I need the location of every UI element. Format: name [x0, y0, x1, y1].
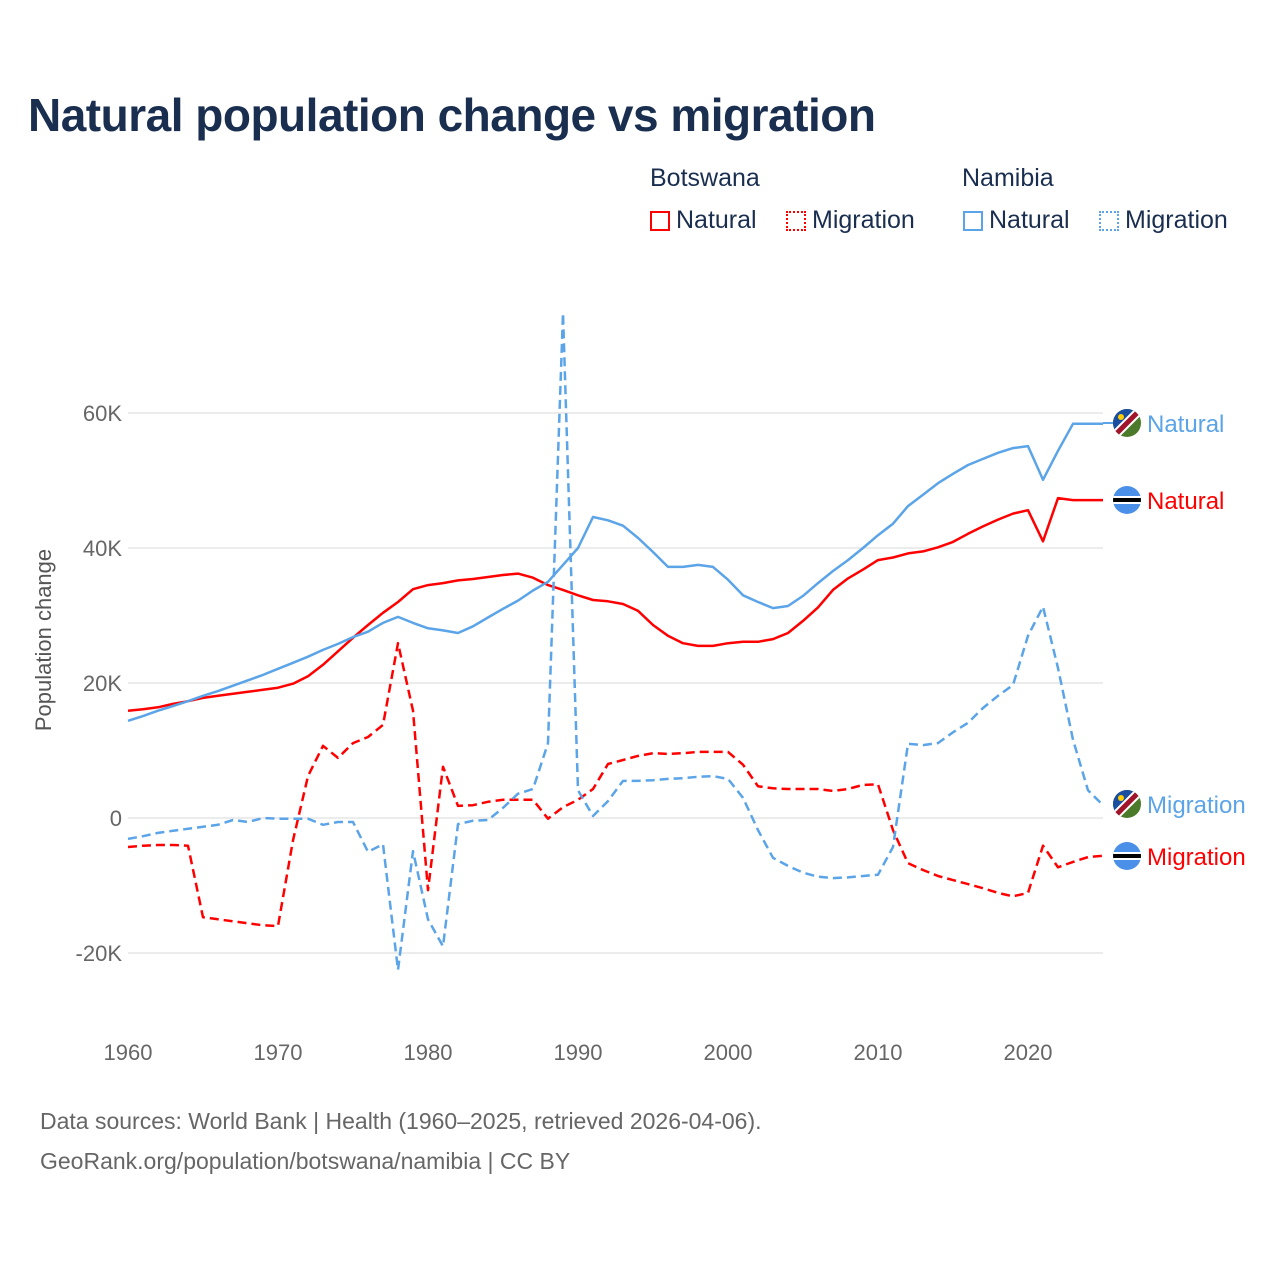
namibia-flag-icon — [1113, 790, 1141, 818]
botswana-flag-icon — [1113, 486, 1141, 514]
x-tick-label: 1990 — [554, 1040, 603, 1065]
legend-swatch-solid-blue — [963, 210, 983, 231]
legend-label: Natural — [676, 206, 757, 234]
legend-namibia-migration[interactable]: Migration — [1099, 206, 1228, 235]
legend-swatch-solid-red — [650, 210, 670, 231]
end-label-namibia-migration: Migration — [1147, 792, 1246, 819]
botswana-flag-icon — [1113, 842, 1141, 870]
legend-label: Migration — [1125, 206, 1228, 234]
legend-label: Migration — [812, 206, 915, 234]
y-tick-label: -20K — [76, 941, 123, 966]
y-tick-label: 40K — [83, 536, 122, 561]
chart-title: Natural population change vs migration — [28, 89, 876, 141]
end-label-botswana-natural: Natural — [1147, 488, 1224, 515]
series-line-botswana-migration — [127, 641, 1104, 928]
x-tick-label: 2000 — [704, 1040, 753, 1065]
legend-botswana-migration[interactable]: Migration — [786, 206, 915, 235]
namibia-flag-icon — [1113, 409, 1141, 437]
x-tick-label: 2020 — [1004, 1040, 1053, 1065]
legend-botswana-natural[interactable]: Natural — [650, 206, 757, 235]
series-line-namibia-natural — [127, 422, 1103, 722]
x-tick-label: 1980 — [404, 1040, 453, 1065]
legend-group-namibia: Namibia — [962, 164, 1054, 192]
x-tick-label: 1960 — [104, 1040, 153, 1065]
legend-label: Natural — [989, 206, 1070, 234]
legend-swatch-dotted-blue — [1099, 210, 1119, 231]
legend-group-botswana: Botswana — [650, 164, 760, 192]
end-label-namibia-natural: Natural — [1147, 411, 1224, 438]
series-line-namibia-migration — [127, 311, 1104, 972]
footer-sources: Data sources: World Bank | Health (1960–… — [40, 1108, 762, 1134]
y-tick-label: 20K — [83, 671, 122, 696]
footer-credit[interactable]: GeoRank.org/population/botswana/namibia … — [40, 1148, 571, 1174]
y-tick-label: 60K — [83, 401, 122, 426]
end-label-botswana-migration: Migration — [1147, 844, 1246, 871]
x-tick-label: 1970 — [254, 1040, 303, 1065]
series-line-botswana-natural — [127, 496, 1103, 712]
y-tick-label: 0 — [110, 806, 122, 831]
x-tick-label: 2010 — [854, 1040, 903, 1065]
legend-swatch-dotted-red — [786, 210, 806, 231]
legend-namibia-natural[interactable]: Natural — [963, 206, 1070, 235]
